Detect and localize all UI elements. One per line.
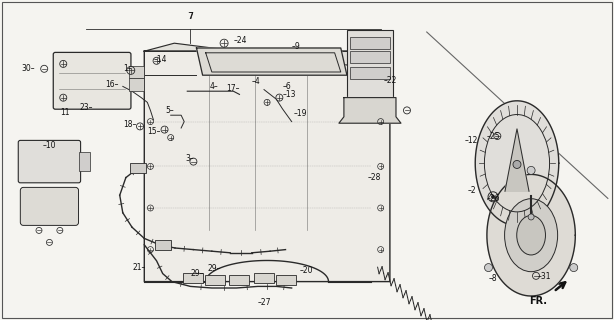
Bar (155, 240, 171, 250)
Bar (350, 37, 390, 49)
Text: –10: –10 (43, 141, 56, 150)
Text: –19: –19 (293, 109, 307, 118)
Text: –27: –27 (258, 298, 271, 307)
Circle shape (570, 264, 578, 272)
Text: 29–: 29– (191, 269, 204, 278)
Text: –20: –20 (300, 266, 313, 275)
Text: –25: –25 (487, 132, 500, 140)
Text: 1–: 1– (123, 64, 132, 73)
Text: 3–: 3– (186, 154, 195, 163)
Ellipse shape (517, 215, 545, 255)
Text: –26: –26 (487, 194, 500, 203)
Circle shape (527, 166, 535, 174)
Text: 21–: 21– (133, 263, 146, 272)
Circle shape (491, 195, 495, 199)
Text: –14: –14 (154, 55, 167, 64)
Text: –2: –2 (468, 186, 476, 195)
Text: –28: –28 (367, 173, 381, 182)
Text: –13: –13 (282, 90, 296, 99)
Bar (129, 78, 144, 91)
Polygon shape (339, 98, 401, 123)
Bar (254, 273, 274, 284)
Text: 11: 11 (60, 108, 69, 116)
Text: 23–: 23– (80, 103, 93, 112)
Text: 15–: 15– (147, 127, 161, 136)
Circle shape (484, 264, 492, 272)
Text: 7: 7 (188, 12, 193, 20)
FancyBboxPatch shape (20, 188, 79, 225)
Text: 5–: 5– (165, 106, 174, 115)
Bar (347, 30, 393, 98)
Bar (350, 67, 390, 79)
Text: FR.: FR. (529, 296, 548, 306)
FancyBboxPatch shape (53, 52, 131, 109)
Bar (350, 51, 390, 63)
Text: 29–: 29– (208, 264, 221, 273)
Bar (205, 275, 225, 285)
Text: 18–: 18– (123, 120, 137, 129)
Text: 4–: 4– (209, 82, 218, 91)
Text: –8: –8 (488, 274, 497, 283)
Text: 16–: 16– (105, 80, 119, 89)
Text: –12: –12 (465, 136, 478, 145)
Polygon shape (487, 174, 575, 296)
Polygon shape (144, 51, 390, 282)
Circle shape (528, 214, 534, 220)
Bar (184, 273, 203, 284)
Text: 17–: 17– (226, 84, 239, 92)
Circle shape (513, 160, 521, 168)
Ellipse shape (505, 199, 558, 272)
Text: –4: –4 (252, 77, 260, 86)
FancyBboxPatch shape (18, 140, 80, 183)
Text: 7: 7 (187, 12, 193, 20)
Polygon shape (505, 129, 529, 191)
Polygon shape (475, 101, 559, 226)
Text: –22: –22 (384, 76, 397, 84)
Bar (130, 163, 146, 173)
Text: –31: –31 (537, 272, 551, 281)
Bar (230, 275, 249, 285)
Text: –6: –6 (282, 82, 291, 91)
Bar (276, 275, 295, 285)
Text: 30–: 30– (21, 64, 35, 73)
Text: –9: –9 (292, 42, 300, 51)
Bar (79, 152, 90, 171)
Text: –24: –24 (233, 36, 247, 44)
Polygon shape (196, 48, 347, 75)
Bar (129, 66, 144, 78)
Polygon shape (144, 43, 390, 70)
